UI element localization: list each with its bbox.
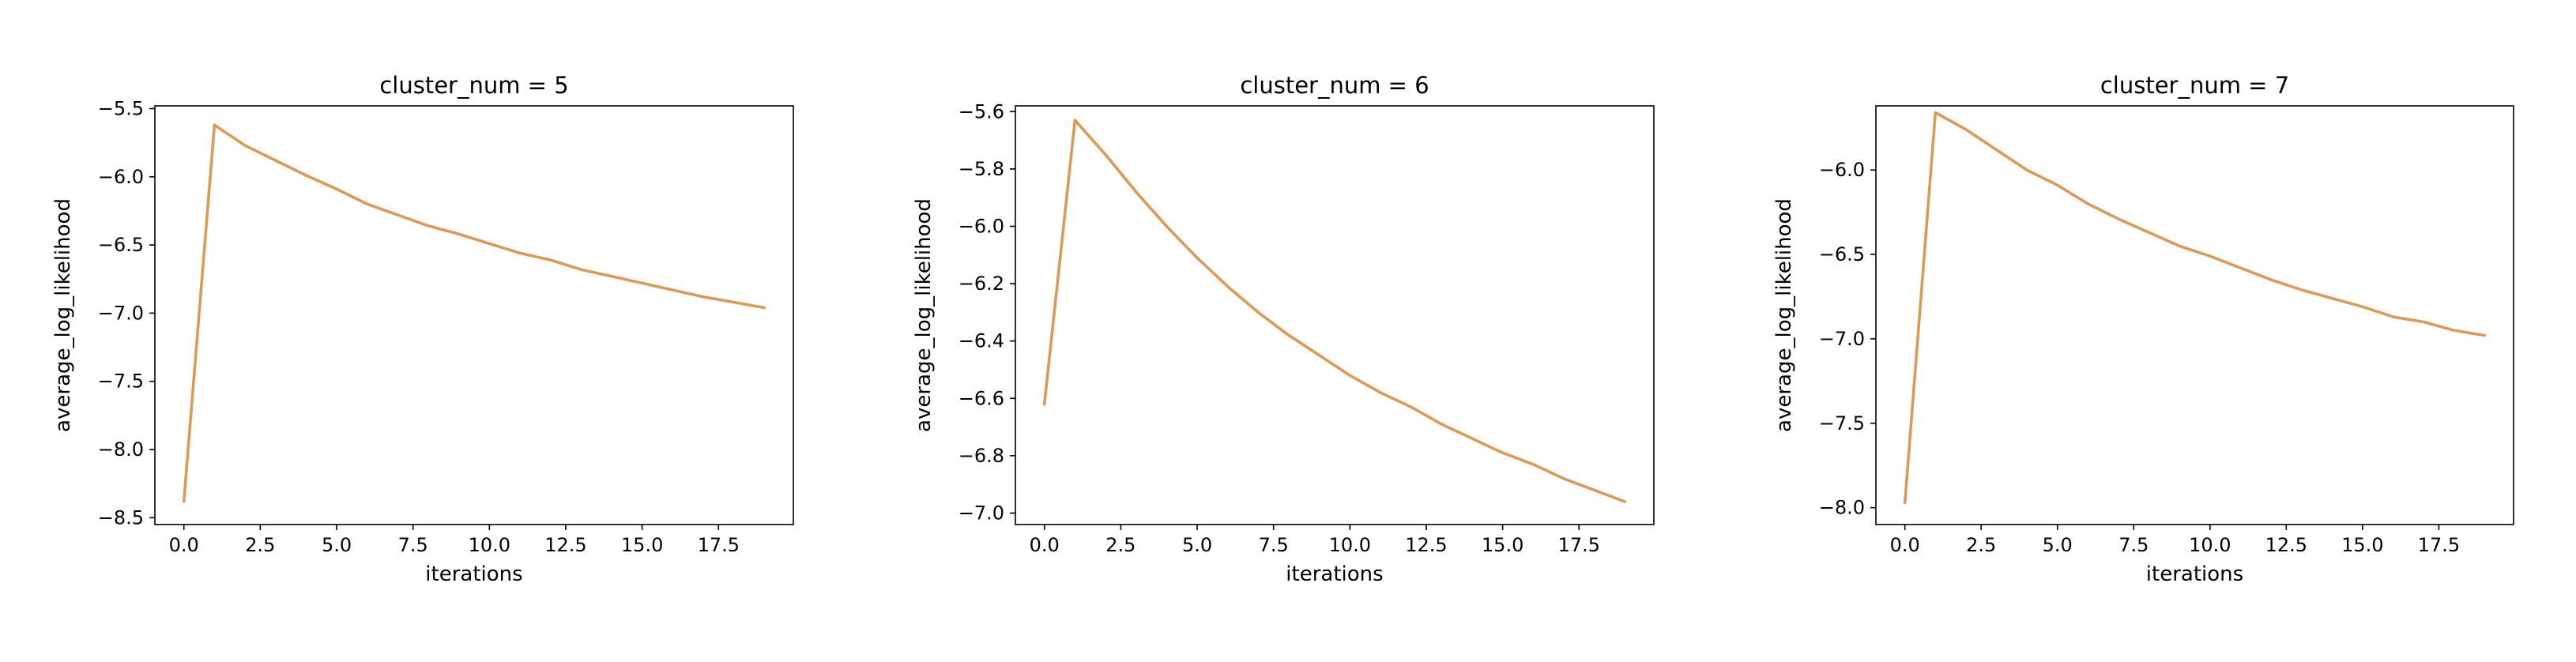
x-tick-label: 12.5	[2265, 534, 2307, 556]
x-tick-label: 7.5	[398, 534, 428, 556]
x-tick-label: 17.5	[1558, 534, 1600, 556]
series-line	[182, 123, 766, 503]
x-tick-label: 17.5	[698, 534, 740, 556]
x-tick-label: 15.0	[621, 534, 663, 556]
x-tick-label: 17.5	[2418, 534, 2460, 556]
y-tick-label: −7.0	[958, 502, 1004, 524]
x-tick-label: 0.0	[1890, 534, 1920, 556]
x-axis-label: iterations	[2146, 562, 2243, 586]
x-tick-label: 10.0	[1329, 534, 1371, 556]
axes-frame	[1015, 105, 1655, 525]
x-tick-label: 0.0	[169, 534, 199, 556]
y-tick-label: −6.2	[958, 273, 1004, 295]
x-tick-label: 10.0	[2189, 534, 2231, 556]
series-line-shadow	[1904, 111, 2486, 504]
x-axis-label: iterations	[1286, 562, 1383, 586]
y-tick-label: −6.5	[1819, 243, 1865, 265]
chart-title: cluster_num = 5	[379, 72, 568, 99]
x-tick-label: 7.5	[1259, 534, 1289, 556]
x-tick-label: 15.0	[2341, 534, 2383, 556]
x-tick-label: 10.0	[469, 534, 510, 556]
series-line	[1042, 118, 1627, 503]
x-tick-label: 12.5	[1405, 534, 1447, 556]
chart-title: cluster_num = 6	[1240, 72, 1429, 99]
y-tick-label: −6.0	[98, 166, 144, 188]
y-axis-label: average_log_likelihood	[51, 198, 75, 432]
y-tick-label: −6.8	[958, 445, 1004, 467]
x-tick-label: 2.5	[245, 534, 275, 556]
x-tick-label: 5.0	[2043, 534, 2073, 556]
series-line	[1903, 111, 2487, 505]
y-tick-label: −7.0	[1819, 328, 1865, 350]
y-tick-label: −5.6	[958, 100, 1004, 122]
y-tick-label: −6.4	[958, 330, 1004, 352]
y-tick-label: −6.0	[1819, 159, 1865, 181]
y-tick-label: −7.5	[98, 370, 144, 393]
y-tick-label: −6.5	[98, 234, 144, 256]
y-tick-label: −8.5	[98, 506, 144, 528]
y-tick-label: −7.5	[1819, 412, 1865, 434]
y-tick-label: −6.6	[958, 387, 1004, 409]
x-tick-label: 2.5	[1966, 534, 1996, 556]
y-tick-label: −6.0	[958, 215, 1004, 237]
y-tick-label: −7.0	[98, 302, 144, 324]
y-tick-label: −5.5	[98, 97, 144, 119]
x-tick-label: 0.0	[1030, 534, 1060, 556]
x-tick-label: 2.5	[1105, 534, 1135, 556]
chart-panel-3: 0.0 2.5 5.0 7.5 10.0 12.5 15.0 17.5 −6.0 −6.5 −7.0…	[1772, 72, 2514, 586]
y-tick-label: −8.0	[98, 438, 144, 461]
axes-frame	[154, 105, 794, 525]
chart-panel-1: 0.0 2.5 5.0 7.5 10.0 12.5 15.0 17.5 −5.5 −6.0 −6.5…	[51, 72, 794, 586]
x-tick-label: 7.5	[2118, 534, 2149, 556]
y-axis-label: average_log_likelihood	[912, 198, 936, 432]
y-tick-label: −5.8	[958, 158, 1004, 180]
y-tick-label: −8.0	[1819, 497, 1865, 519]
x-tick-label: 5.0	[322, 534, 352, 556]
x-tick-label: 15.0	[1482, 534, 1523, 556]
series-line-shadow	[1043, 118, 1626, 503]
chart-title: cluster_num = 7	[2100, 72, 2289, 99]
x-axis-label: iterations	[425, 562, 522, 586]
x-tick-label: 5.0	[1182, 534, 1212, 556]
chart-panel-2: 0.0 2.5 5.0 7.5 10.0 12.5 15.0 17.5 −5.6 −5.8 −6.0…	[912, 72, 1655, 586]
axes-frame	[1875, 105, 2514, 525]
x-tick-label: 12.5	[544, 534, 586, 556]
y-axis-label: average_log_likelihood	[1772, 198, 1796, 432]
series-line-shadow	[183, 123, 766, 503]
